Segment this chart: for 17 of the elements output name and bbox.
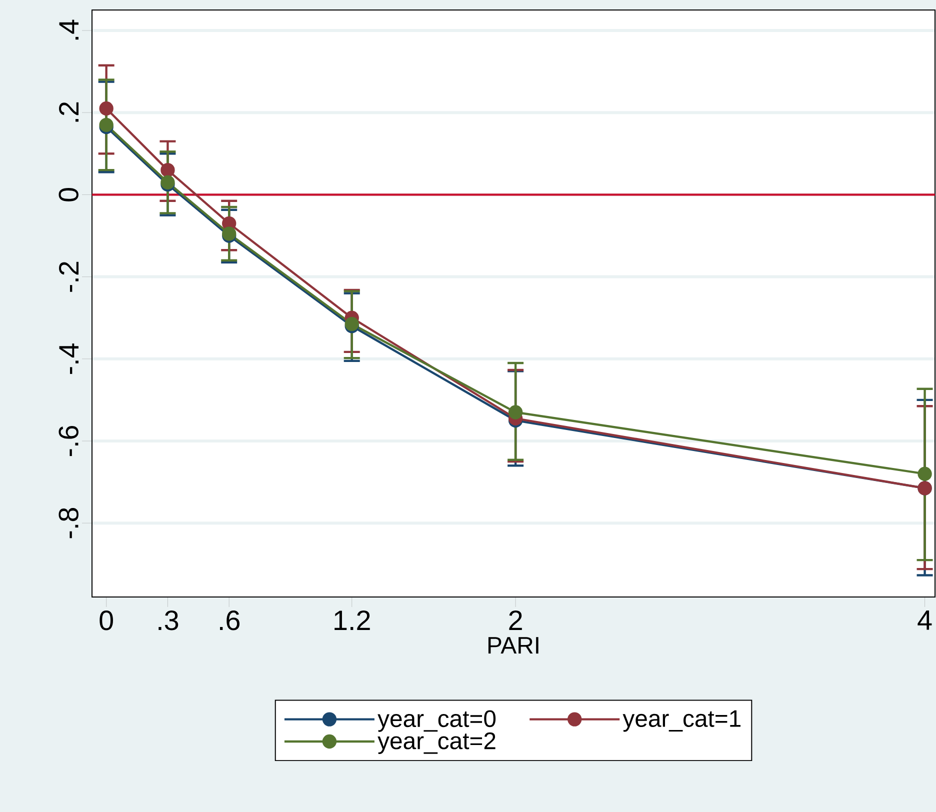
y-tick-label: 0 bbox=[58, 188, 78, 202]
x-tick-label: 1.2 bbox=[334, 610, 370, 630]
y-tick-label: -.4 bbox=[59, 343, 78, 374]
y-tick-label: -.2 bbox=[59, 262, 78, 292]
y-tick-label: -.8 bbox=[58, 508, 78, 538]
x-tick-label: .3 bbox=[158, 610, 178, 630]
x-tick-label: 0 bbox=[100, 610, 113, 630]
y-tick-label: .4 bbox=[59, 20, 78, 40]
y-tick-label: .2 bbox=[59, 102, 78, 122]
x-axis-title: PARI bbox=[488, 637, 538, 654]
x-tick-label: 4 bbox=[918, 610, 932, 630]
legend-label: year_cat=1 bbox=[622, 710, 740, 732]
legend-label: year_cat=0 bbox=[378, 710, 496, 732]
x-tick-label: .6 bbox=[220, 610, 240, 630]
y-tick-label: -.6 bbox=[58, 426, 78, 456]
legend-label: year_cat=2 bbox=[378, 732, 496, 754]
x-tick-label: 2 bbox=[509, 610, 522, 630]
